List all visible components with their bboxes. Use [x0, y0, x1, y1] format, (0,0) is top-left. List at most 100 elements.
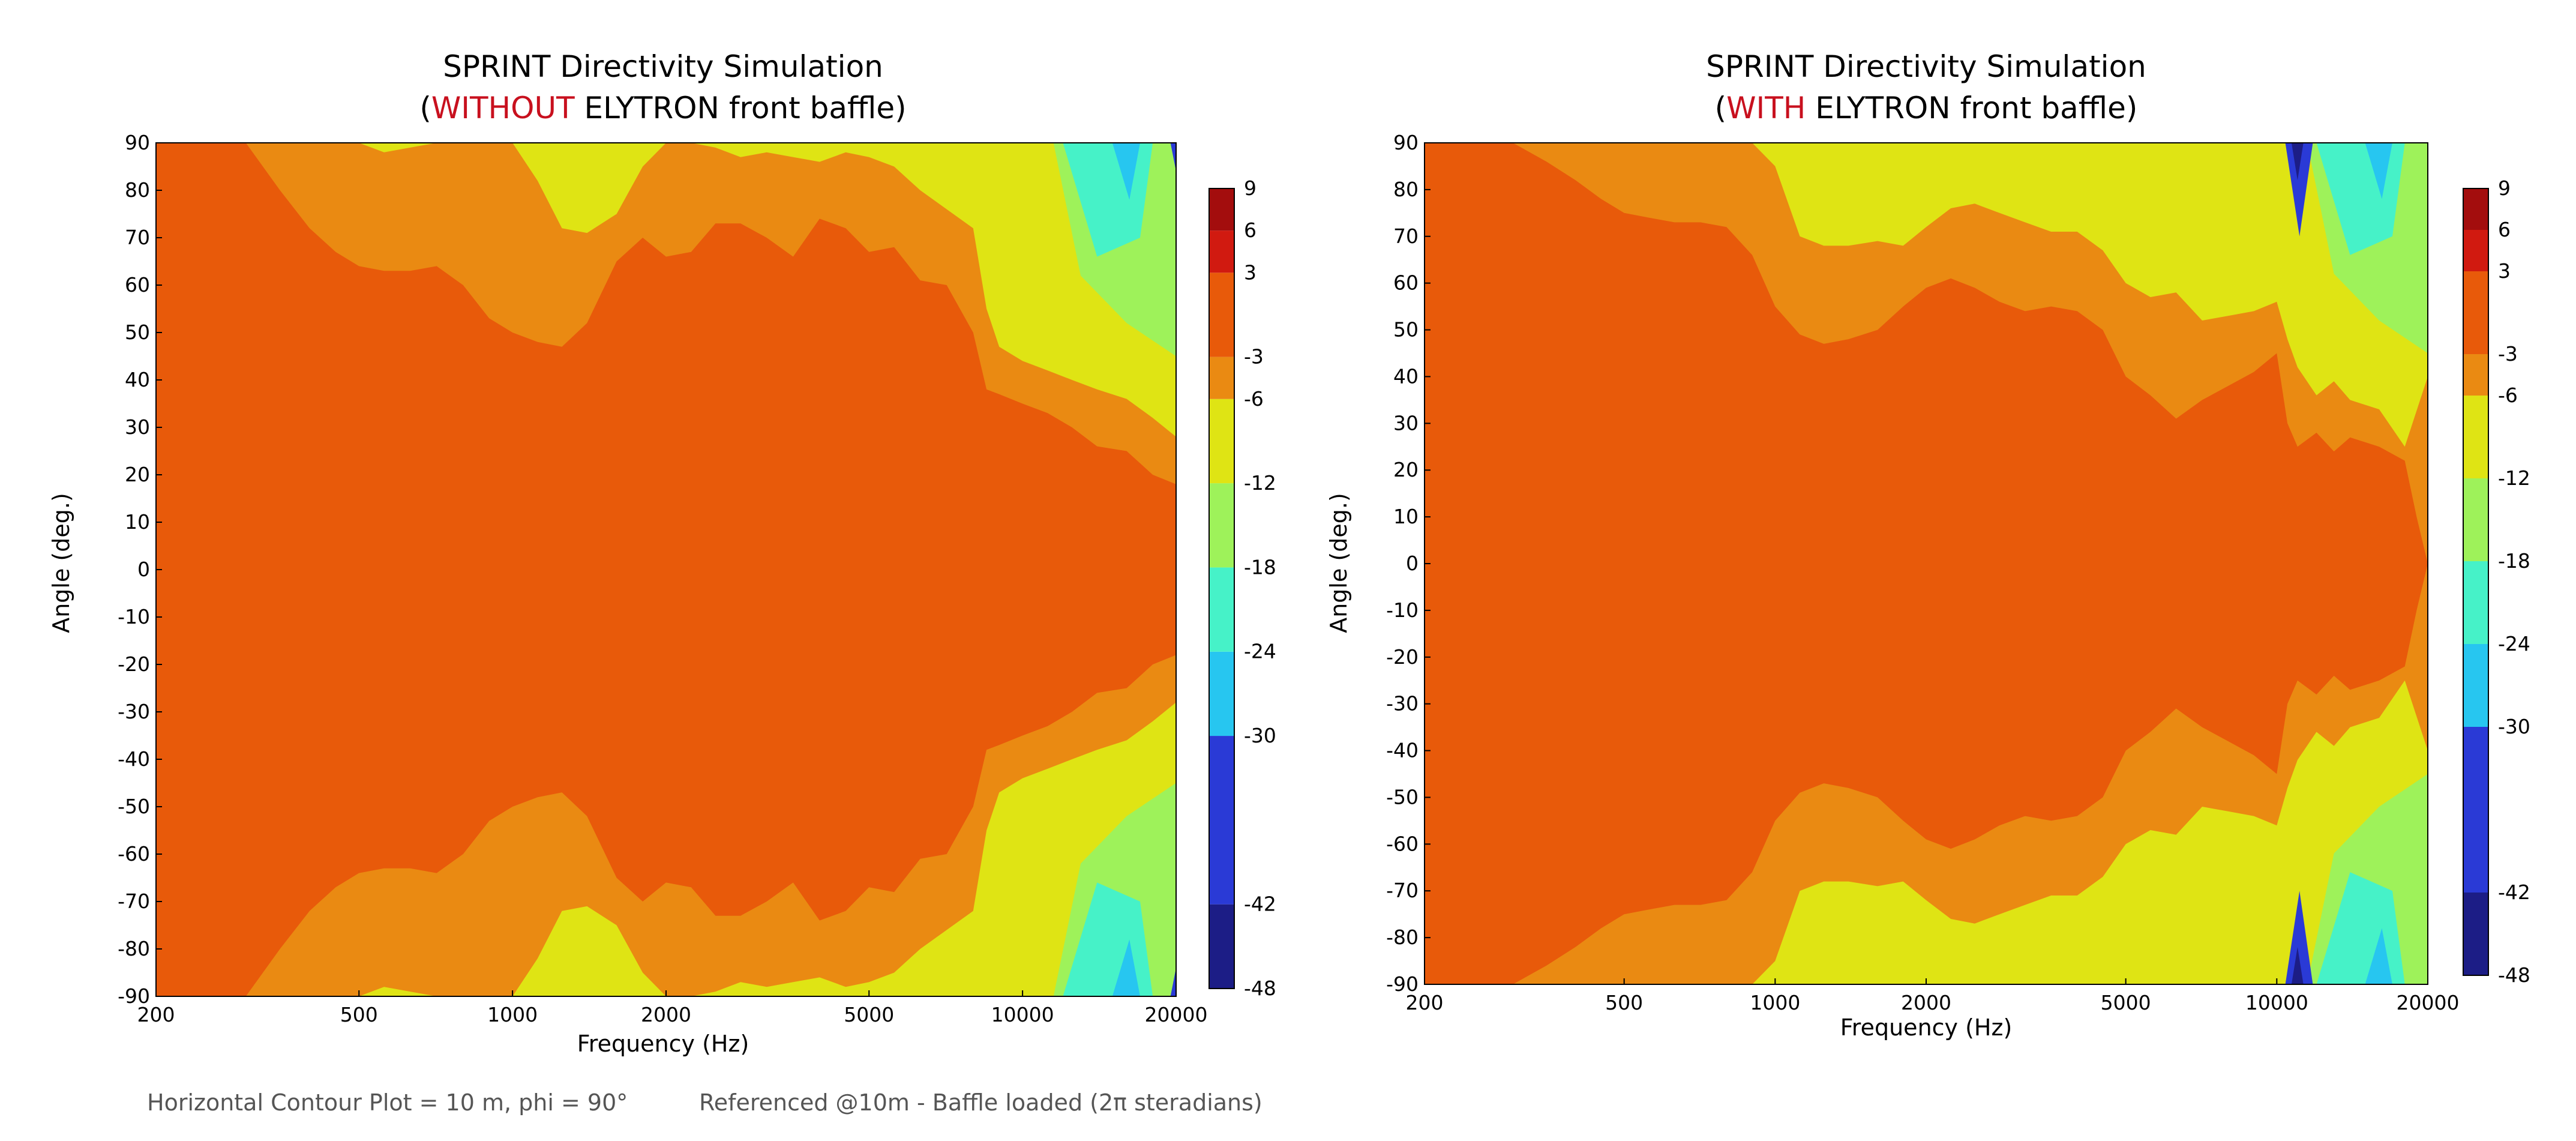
colorbar-label: -30 — [1244, 724, 1276, 747]
colorbar-label: 9 — [1244, 176, 1256, 200]
colorbar-label: -12 — [2498, 466, 2530, 490]
colorbar-label: -6 — [1244, 387, 1264, 411]
x-tick-label: 20000 — [1145, 1003, 1208, 1026]
colorbar-label: -48 — [1244, 977, 1276, 1000]
y-tick-label: -10 — [1386, 598, 1419, 622]
colorbar-label: -6 — [2498, 384, 2518, 407]
y-tick-label: 0 — [137, 558, 150, 581]
band-light-blue-top — [2365, 143, 2392, 199]
x-tick-label: 5000 — [2101, 991, 2151, 1014]
band-minus-3db — [156, 143, 1176, 996]
y-tick-label: -70 — [118, 890, 150, 913]
colorbar-label: -48 — [2498, 963, 2530, 987]
x-tick-label: 10000 — [2245, 991, 2308, 1014]
chart-1-title-open-paren: ( — [419, 91, 431, 125]
chart-1-title-line-2: (WITHOUT ELYTRON front baffle) — [419, 91, 906, 125]
x-tick-label: 500 — [1605, 991, 1643, 1014]
colorbar-segment — [2463, 561, 2488, 644]
colorbar-segment — [1209, 399, 1234, 484]
chart-2-title-highlight: WITH — [1726, 91, 1806, 125]
y-tick-label: -20 — [1386, 645, 1419, 669]
colorbar-segment — [2463, 271, 2488, 354]
chart-1-x-axis-label: Frequency (Hz) — [577, 1031, 749, 1057]
band-blue-bottom — [1170, 968, 1176, 996]
colorbar-segment — [2463, 230, 2488, 271]
colorbar-segment — [1209, 651, 1234, 736]
footer-contour-note: Horizontal Contour Plot = 10 m, phi = 90… — [147, 1089, 628, 1116]
colorbar-label: -3 — [1244, 345, 1264, 369]
colorbar-label: -42 — [1244, 893, 1276, 916]
colorbar-segment — [1209, 357, 1234, 399]
y-tick-label: -30 — [1386, 692, 1419, 715]
y-tick-label: -60 — [118, 842, 150, 866]
y-tick-label: -40 — [1386, 739, 1419, 762]
y-tick-label: 10 — [125, 510, 150, 534]
colorbar-segment — [1209, 904, 1234, 989]
x-tick-label: 10000 — [991, 1003, 1054, 1026]
band-blue-top — [1170, 143, 1176, 172]
y-tick-label: 20 — [125, 463, 150, 486]
colorbar-label: 6 — [2498, 218, 2511, 241]
y-tick-label: -10 — [118, 605, 150, 628]
colorbar-segment — [2463, 396, 2488, 478]
footer-reference-note: Referenced @10m - Baffle loaded (2π ster… — [699, 1089, 1262, 1116]
chart-with-baffle: SPRINT Directivity Simulation (WITH ELYT… — [1326, 49, 2530, 1041]
x-tick-label: 1000 — [1750, 991, 1800, 1014]
x-tick-label: 500 — [340, 1003, 378, 1026]
y-tick-label: 10 — [1393, 505, 1419, 528]
chart-without-baffle: SPRINT Directivity Simulation (WITHOUT E… — [48, 49, 1276, 1057]
chart-2-title-line-1: SPRINT Directivity Simulation — [1706, 49, 2146, 84]
chart-2-y-axis-label: Angle (deg.) — [1326, 493, 1352, 633]
x-tick-label: 20000 — [2397, 991, 2460, 1014]
colorbar-label: -42 — [2498, 881, 2530, 904]
colorbar-segment — [2463, 727, 2488, 893]
band-light-blue-bottom — [1112, 939, 1141, 996]
band-light-blue-bottom — [2365, 928, 2392, 984]
colorbar-label: -24 — [1244, 640, 1276, 663]
colorbar-label: -18 — [1244, 555, 1276, 579]
colorbar-label: -12 — [1244, 471, 1276, 495]
y-tick-label: 60 — [1393, 271, 1419, 295]
colorbar-segment — [2463, 188, 2488, 230]
band-minus-3db — [1425, 143, 2428, 984]
colorbar-label: -3 — [2498, 342, 2518, 366]
chart-2-title-open-paren: ( — [1715, 91, 1727, 125]
y-tick-label: 50 — [125, 321, 150, 344]
colorbar-segment — [2463, 478, 2488, 561]
x-tick-label: 200 — [1406, 991, 1444, 1014]
y-tick-label: 80 — [125, 178, 150, 202]
y-tick-label: 30 — [1393, 411, 1419, 435]
colorbar-segment — [2463, 893, 2488, 975]
chart-2-x-axis-label: Frequency (Hz) — [1840, 1014, 2013, 1041]
band-blue-top — [2285, 143, 2313, 236]
colorbar-frame — [2463, 188, 2489, 976]
x-tick-label: 1000 — [487, 1003, 538, 1026]
y-tick-label: 70 — [125, 226, 150, 249]
x-tick-label: 2000 — [1901, 991, 1951, 1014]
y-tick-label: 20 — [1393, 458, 1419, 481]
y-tick-label: 70 — [1393, 224, 1419, 248]
y-tick-label: -20 — [118, 652, 150, 676]
y-tick-label: -90 — [118, 984, 150, 1008]
y-tick-label: -50 — [1386, 785, 1419, 808]
y-tick-label: -50 — [118, 795, 150, 818]
y-tick-label: -80 — [1386, 926, 1419, 949]
chart-2-title-rest: ELYTRON front baffle) — [1806, 91, 2137, 125]
y-tick-label: 40 — [1393, 364, 1419, 388]
y-tick-label: 40 — [125, 368, 150, 391]
y-tick-label: 80 — [1393, 178, 1419, 201]
colorbar-segment — [1209, 736, 1234, 905]
colorbar-label: 6 — [1244, 218, 1256, 242]
colorbar-segment — [2463, 354, 2488, 396]
colorbar-label: 9 — [2498, 176, 2511, 200]
y-tick-label: 30 — [125, 415, 150, 439]
chart-2-title-line-2: (WITH ELYTRON front baffle) — [1715, 91, 2138, 125]
y-tick-label: -60 — [1386, 832, 1419, 855]
y-tick-label: -40 — [118, 747, 150, 771]
y-tick-label: -90 — [1386, 972, 1419, 996]
colorbar-label: -30 — [2498, 715, 2530, 738]
x-tick-label: 200 — [137, 1003, 175, 1026]
y-tick-label: 50 — [1393, 318, 1419, 342]
colorbar-segment — [1209, 483, 1234, 568]
